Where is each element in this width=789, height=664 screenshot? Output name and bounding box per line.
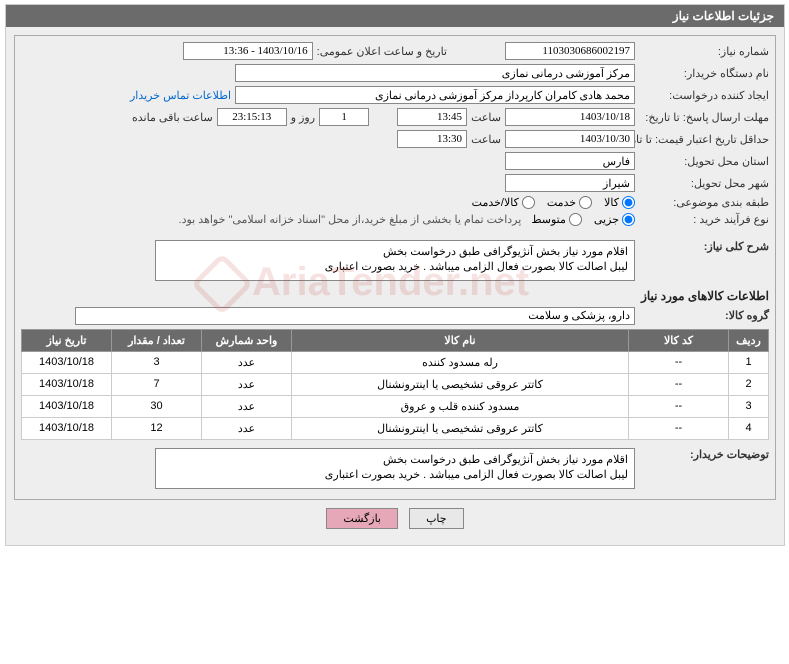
need-no-label: شماره نیاز: (639, 45, 769, 58)
radio-goods[interactable]: کالا (604, 196, 635, 209)
table-cell: 4 (729, 417, 769, 439)
table-cell: 2 (729, 373, 769, 395)
th-row: ردیف (729, 329, 769, 351)
validity-label: حداقل تاریخ اعتبار قیمت: تا تاریخ: (639, 133, 769, 146)
table-cell: -- (629, 417, 729, 439)
content-area: شماره نیاز: تاریخ و ساعت اعلان عمومی: نا… (6, 27, 784, 545)
group-input[interactable] (75, 307, 635, 325)
items-section-title: اطلاعات کالاهای مورد نیاز (21, 289, 769, 303)
contact-link[interactable]: اطلاعات تماس خریدار (130, 89, 231, 102)
deadline-time-input[interactable] (397, 108, 467, 126)
remaining-label: ساعت باقی مانده (132, 111, 213, 124)
payment-note: پرداخت تمام یا بخشی از مبلغ خرید،از محل … (179, 213, 522, 226)
city-label: شهر محل تحویل: (639, 177, 769, 190)
table-cell: کاتتر عروقی تشخیصی یا اینترونشنال (292, 417, 629, 439)
validity-time-input[interactable] (397, 130, 467, 148)
announce-dt-input[interactable] (183, 42, 313, 60)
radio-partial[interactable]: جزیی (594, 213, 635, 226)
main-container: جزئیات اطلاعات نیاز شماره نیاز: تاریخ و … (5, 4, 785, 546)
table-cell: عدد (202, 373, 292, 395)
buyer-notes-label: توضیحات خریدار: (639, 448, 769, 461)
deadline-date-input[interactable] (505, 108, 635, 126)
radio-both[interactable]: کالا/خدمت (472, 196, 535, 209)
items-table: ردیف کد کالا نام کالا واحد شمارش تعداد /… (21, 329, 769, 440)
th-name: نام کالا (292, 329, 629, 351)
table-cell: 1403/10/18 (22, 373, 112, 395)
category-radios: کالا خدمت کالا/خدمت (472, 196, 635, 209)
form-panel: شماره نیاز: تاریخ و ساعت اعلان عمومی: نا… (14, 35, 776, 500)
requester-label: ایجاد کننده درخواست: (639, 89, 769, 102)
th-unit: واحد شمارش (202, 329, 292, 351)
radio-medium[interactable]: متوسط (531, 213, 582, 226)
table-cell: مسدود کننده قلب و عروق (292, 395, 629, 417)
process-label: نوع فرآیند خرید : (639, 213, 769, 226)
days-and-label: روز و (291, 111, 315, 124)
province-label: استان محل تحویل: (639, 155, 769, 168)
buyer-notes-box: اقلام مورد نیاز بخش آنژیوگرافی طبق درخوا… (155, 448, 635, 489)
table-cell: کاتتر عروقی تشخیصی یا اینترونشنال (292, 373, 629, 395)
overview-label: شرح کلی نیاز: (639, 240, 769, 253)
need-no-input[interactable] (505, 42, 635, 60)
province-input[interactable] (505, 152, 635, 170)
process-radios: جزیی متوسط (531, 213, 635, 226)
table-row: 1--رله مسدود کنندهعدد31403/10/18 (22, 351, 769, 373)
table-cell: 3 (729, 395, 769, 417)
back-button[interactable]: بازگشت (326, 508, 398, 529)
overview-box: اقلام مورد نیاز بخش آنژیوگرافی طبق درخوا… (155, 240, 635, 281)
table-row: 3--مسدود کننده قلب و عروقعدد301403/10/18 (22, 395, 769, 417)
th-code: کد کالا (629, 329, 729, 351)
table-cell: 12 (112, 417, 202, 439)
table-row: 4--کاتتر عروقی تشخیصی یا اینترونشنالعدد1… (22, 417, 769, 439)
print-button[interactable]: چاپ (409, 508, 464, 529)
group-label: گروه کالا: (639, 309, 769, 322)
table-cell: 7 (112, 373, 202, 395)
table-cell: 1403/10/18 (22, 417, 112, 439)
days-input[interactable] (319, 108, 369, 126)
panel-title: جزئیات اطلاعات نیاز (673, 9, 774, 23)
announce-dt-label: تاریخ و ساعت اعلان عمومی: (317, 45, 447, 58)
table-cell: عدد (202, 395, 292, 417)
table-cell: رله مسدود کننده (292, 351, 629, 373)
table-cell: -- (629, 373, 729, 395)
radio-service[interactable]: خدمت (547, 196, 592, 209)
table-cell: عدد (202, 351, 292, 373)
table-cell: 30 (112, 395, 202, 417)
table-cell: -- (629, 351, 729, 373)
table-cell: 1 (729, 351, 769, 373)
time-label-2: ساعت (471, 133, 501, 146)
table-cell: 1403/10/18 (22, 395, 112, 417)
deadline-label: مهلت ارسال پاسخ: تا تاریخ: (639, 111, 769, 124)
city-input[interactable] (505, 174, 635, 192)
table-cell: 3 (112, 351, 202, 373)
panel-header: جزئیات اطلاعات نیاز (6, 5, 784, 27)
validity-date-input[interactable] (505, 130, 635, 148)
category-label: طبقه بندی موضوعی: (639, 196, 769, 209)
th-date: تاریخ نیاز (22, 329, 112, 351)
buyer-org-label: نام دستگاه خریدار: (639, 67, 769, 80)
time-label-1: ساعت (471, 111, 501, 124)
table-cell: 1403/10/18 (22, 351, 112, 373)
countdown-input[interactable] (217, 108, 287, 126)
buyer-org-input[interactable] (235, 64, 635, 82)
table-row: 2--کاتتر عروقی تشخیصی یا اینترونشنالعدد7… (22, 373, 769, 395)
requester-input[interactable] (235, 86, 635, 104)
table-cell: عدد (202, 417, 292, 439)
th-qty: تعداد / مقدار (112, 329, 202, 351)
button-row: چاپ بازگشت (14, 500, 776, 537)
table-cell: -- (629, 395, 729, 417)
